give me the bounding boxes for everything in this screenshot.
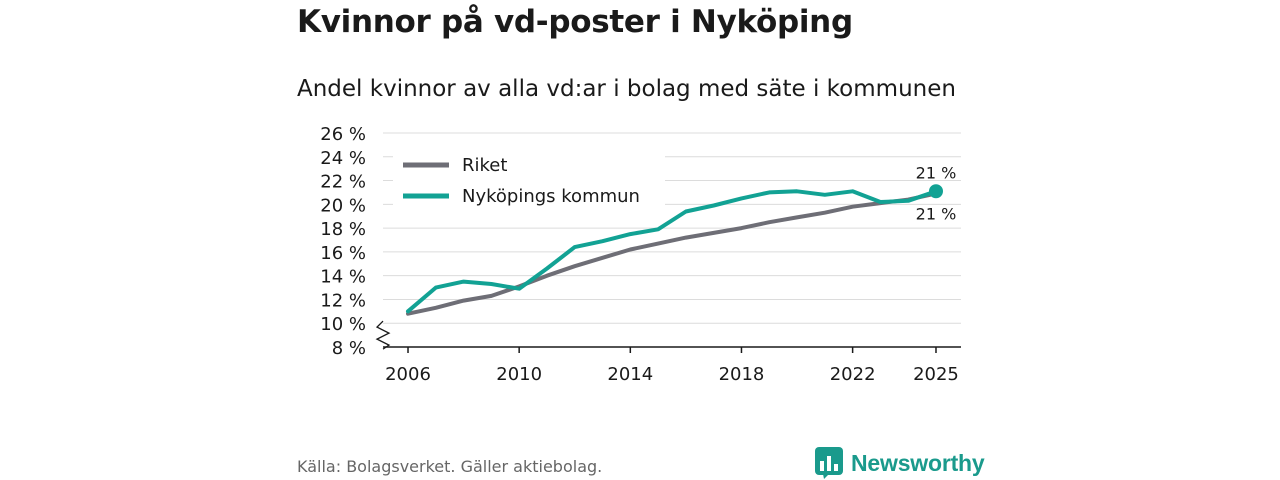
x-tick-label: 2010 [496,364,542,385]
chart-title: Kvinnor på vd-poster i Nyköping [297,4,853,40]
end-label-nykoping: 21 % [916,163,957,182]
x-tick-label: 2022 [830,364,876,385]
end-label-riket: 21 % [916,205,957,224]
x-tick-label: 2006 [385,364,431,385]
end-marker-nykoping [928,184,943,199]
y-tick-label: 8 % [332,338,366,359]
axis-break-icon [375,320,391,350]
brand-name: Newsworthy [851,449,985,476]
legend-label-riket: Riket [462,155,507,176]
x-tick-label: 2018 [719,364,765,385]
newsworthy-icon [815,447,843,479]
y-tick-label: 10 % [320,314,366,335]
legend-label-nykoping: Nyköpings kommun [462,186,640,207]
y-tick-label: 22 % [320,172,366,193]
source-note: Källa: Bolagsverket. Gäller aktiebolag. [297,457,603,476]
y-tick-label: 18 % [320,219,366,240]
series-line-nykoping [406,189,938,314]
y-tick-label: 12 % [320,290,366,311]
y-tick-label: 20 % [320,195,366,216]
y-tick-label: 24 % [320,148,366,169]
y-tick-label: 26 % [320,124,366,145]
newsworthy-logo: Newsworthy [815,446,985,480]
chart-subtitle: Andel kvinnor av alla vd:ar i bolag med … [297,76,956,102]
x-tick-label: 2025 [913,364,959,385]
series-line-riket [406,191,938,316]
legend: Riket Nyköpings kommun [393,155,665,213]
y-tick-label: 16 % [320,243,366,264]
line-chart: 8 % 10 % 12 %14 % 16 % 18 % 20 %22 % 24 % 26 % 2… [320,124,961,385]
y-tick-label: 14 % [320,267,366,288]
x-tick-label: 2014 [607,364,653,385]
